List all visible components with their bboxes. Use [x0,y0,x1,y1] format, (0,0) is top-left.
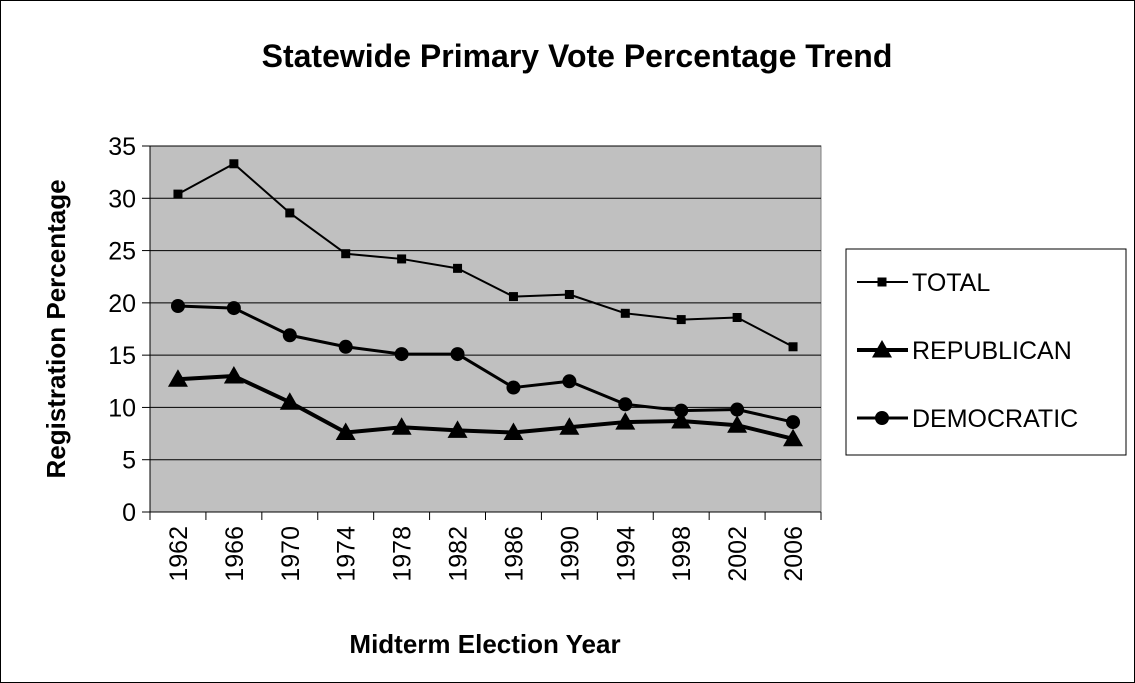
legend-label-democratic: DEMOCRATIC [912,405,1078,433]
data-point-total-1982 [453,263,463,273]
x-tick-label: 1982 [445,526,473,582]
data-point-republican-1986 [503,422,524,441]
legend-marker-total [877,277,887,287]
data-point-republican-1978 [391,417,412,435]
data-point-total-2006 [788,342,798,352]
data-point-democratic-1998 [674,403,689,418]
legend-marker-democratic [875,411,889,425]
legend: TOTAL REPUBLICAN DEMOCRATIC [857,269,1078,433]
series-line-republican [177,374,794,441]
data-point-democratic-1982 [450,347,465,362]
y-tick-label: 30 [108,185,136,213]
data-point-total-1990 [564,289,574,299]
x-tick-label: 1962 [165,526,193,582]
data-point-democratic-1978 [394,347,409,362]
y-tick-label: 20 [108,290,136,318]
data-point-republican-1962 [167,369,188,387]
x-tick-label: 1990 [556,526,584,582]
data-point-total-1998 [676,315,686,325]
plot-area [149,145,822,513]
x-tick-label: 1970 [277,526,305,582]
data-point-republican-1974 [335,422,356,441]
data-point-democratic-2006 [786,415,801,430]
x-tick-label: 1998 [668,526,696,582]
data-point-total-1962 [173,189,183,199]
data-point-total-1970 [285,208,295,218]
x-tick-label: 1978 [389,526,417,582]
y-tick-label: 5 [122,447,136,475]
y-tick-label: 35 [108,133,136,161]
y-tick-label: 0 [122,499,136,527]
axes: 0 5 10 15 20 25 30 35 1962 1966 1970 1974 1978 1982 19… [108,133,822,582]
data-point-democratic-1970 [282,328,297,343]
data-point-republican-1966 [223,366,244,384]
data-point-democratic-1962 [170,298,185,313]
legend-label-republican: REPUBLICAN [912,337,1072,365]
x-axis-title: Midterm Election Year [349,629,620,659]
data-point-democratic-1966 [226,301,241,316]
y-tick-label: 15 [108,342,136,370]
x-tick-label: 1994 [612,526,640,582]
data-point-republican-1982 [447,420,468,438]
data-point-democratic-1986 [506,380,521,395]
x-tick-label: 2002 [724,526,752,582]
data-point-republican-1970 [279,392,300,410]
legend-marker-republican [872,340,892,358]
data-point-democratic-1994 [618,397,633,412]
legend-label-total: TOTAL [912,269,990,297]
data-point-total-1974 [341,249,351,259]
y-tick-label: 25 [108,238,136,266]
x-tick-label: 1966 [221,526,249,582]
data-point-total-1966 [229,159,239,169]
data-point-republican-1990 [559,417,580,435]
data-point-republican-2002 [727,415,748,433]
data-point-total-1986 [508,292,518,302]
data-point-republican-2006 [783,428,804,447]
data-point-democratic-2002 [730,402,745,417]
x-tick-label: 1986 [500,526,528,582]
data-point-republican-1994 [615,412,636,430]
x-tick-label: 2006 [780,526,808,582]
y-axis-title: Registration Percentage [41,179,71,478]
y-tick-label: 10 [108,394,136,422]
data-point-total-1994 [620,308,630,318]
chart-title: Statewide Primary Vote Percentage Trend [262,38,893,74]
data-point-total-1978 [397,254,407,264]
series-layer [167,159,804,447]
data-point-democratic-1990 [562,374,577,389]
data-point-republican-1998 [671,411,692,429]
data-point-total-2002 [732,312,742,322]
grid-lines [150,145,821,461]
series-line-democratic [177,304,794,424]
series-line-total [177,162,794,348]
x-tick-label: 1974 [333,526,361,582]
data-point-democratic-1974 [338,339,353,354]
